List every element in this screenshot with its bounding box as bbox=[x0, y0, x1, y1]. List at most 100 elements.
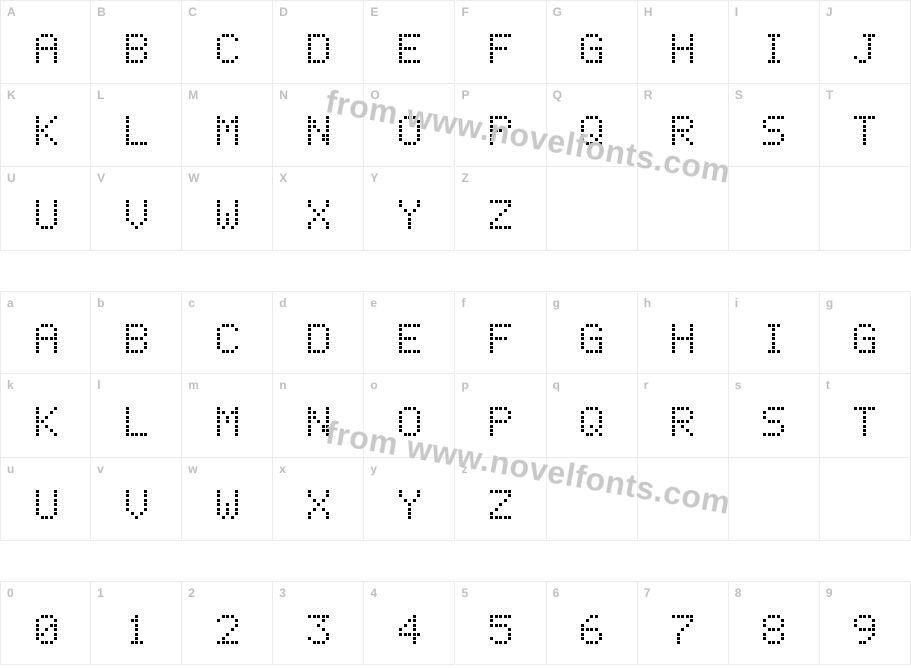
cell-key-label: F bbox=[462, 5, 469, 19]
cell-key-label: c bbox=[188, 296, 195, 310]
cell-key-label: i bbox=[735, 296, 738, 310]
cell-key-label: g bbox=[826, 296, 833, 310]
cell-key-label: l bbox=[97, 378, 100, 392]
glyph-cell-H: H bbox=[638, 0, 729, 84]
glyph-cell-4: 4 bbox=[364, 581, 455, 665]
cell-key-label: H bbox=[644, 5, 653, 19]
cell-key-label: g bbox=[553, 296, 560, 310]
cell-key-label: A bbox=[7, 5, 16, 19]
cell-key-label: a bbox=[7, 296, 14, 310]
cell-key-label: x bbox=[279, 462, 286, 476]
glyph-W bbox=[208, 195, 248, 235]
glyph-cell-M: m bbox=[182, 374, 273, 458]
cell-key-label: m bbox=[188, 378, 199, 392]
glyph-cell-empty bbox=[820, 458, 911, 542]
glyph-4 bbox=[390, 610, 430, 650]
glyph-cell-0: 0 bbox=[0, 581, 91, 665]
glyph-0 bbox=[27, 610, 67, 650]
cell-key-label: 5 bbox=[462, 586, 469, 600]
cell-key-label: y bbox=[370, 462, 377, 476]
glyph-K bbox=[27, 111, 67, 151]
glyph-X bbox=[299, 485, 339, 525]
cell-key-label: o bbox=[370, 378, 377, 392]
glyph-G bbox=[572, 319, 612, 359]
glyph-9 bbox=[845, 610, 885, 650]
glyph-cell-R: r bbox=[638, 374, 729, 458]
cell-key-label: 3 bbox=[279, 586, 286, 600]
glyph-cell-E: e bbox=[364, 291, 455, 375]
glyph-Q bbox=[572, 402, 612, 442]
glyph-T bbox=[845, 111, 885, 151]
glyph-P bbox=[481, 111, 521, 151]
glyph-2 bbox=[208, 610, 248, 650]
glyph-A bbox=[27, 29, 67, 69]
glyph-cell-P: P bbox=[456, 84, 547, 168]
glyph-cell-C: c bbox=[182, 291, 273, 375]
glyph-cell-6: 6 bbox=[547, 581, 638, 665]
cell-key-label: J bbox=[826, 5, 833, 19]
glyph-C bbox=[208, 29, 248, 69]
cell-key-label: 6 bbox=[553, 586, 560, 600]
glyph-cell-empty bbox=[638, 167, 729, 251]
glyph-cell-C: C bbox=[182, 0, 273, 84]
glyph-L bbox=[117, 111, 157, 151]
glyph-cell-3: 3 bbox=[273, 581, 364, 665]
glyph-cell-S: S bbox=[729, 84, 820, 168]
glyph-cell-empty bbox=[547, 167, 638, 251]
glyph-cell-S: s bbox=[729, 374, 820, 458]
glyph-cell-U: u bbox=[0, 458, 91, 542]
glyph-cell-E: E bbox=[364, 0, 455, 84]
glyph-cell-L: L bbox=[91, 84, 182, 168]
cell-key-label: I bbox=[735, 5, 738, 19]
glyph-3 bbox=[299, 610, 339, 650]
glyph-8 bbox=[754, 610, 794, 650]
cell-key-label: G bbox=[553, 5, 562, 19]
glyph-cell-G: G bbox=[547, 0, 638, 84]
glyph-Z bbox=[481, 485, 521, 525]
glyph-cell-D: D bbox=[273, 0, 364, 84]
glyph-cell-L: l bbox=[91, 374, 182, 458]
glyph-C bbox=[208, 319, 248, 359]
cell-key-label: N bbox=[279, 88, 288, 102]
glyph-7 bbox=[663, 610, 703, 650]
glyph-N bbox=[299, 111, 339, 151]
cell-key-label: b bbox=[97, 296, 104, 310]
glyph-K bbox=[27, 402, 67, 442]
glyph-cell-Z: z bbox=[456, 458, 547, 542]
glyph-D bbox=[299, 319, 339, 359]
glyph-W bbox=[208, 485, 248, 525]
cell-key-label: 8 bbox=[735, 586, 742, 600]
glyph-cell-empty bbox=[547, 458, 638, 542]
cell-key-label: U bbox=[7, 171, 16, 185]
cell-key-label: f bbox=[462, 296, 466, 310]
cell-key-label: S bbox=[735, 88, 743, 102]
glyph-cell-Z: Z bbox=[456, 167, 547, 251]
glyph-cell-Y: Y bbox=[364, 167, 455, 251]
cell-key-label: O bbox=[370, 88, 379, 102]
cell-key-label: d bbox=[279, 296, 286, 310]
glyph-cell-N: n bbox=[273, 374, 364, 458]
glyph-cell-G: g bbox=[547, 291, 638, 375]
glyph-cell-W: W bbox=[182, 167, 273, 251]
glyph-F bbox=[481, 29, 521, 69]
glyph-cell-J: J bbox=[820, 0, 911, 84]
glyph-cell-T: T bbox=[820, 84, 911, 168]
glyph-cell-N: N bbox=[273, 84, 364, 168]
glyph-cell-W: w bbox=[182, 458, 273, 542]
cell-key-label: E bbox=[370, 5, 378, 19]
glyph-cell-Y: y bbox=[364, 458, 455, 542]
glyph-B bbox=[117, 29, 157, 69]
glyph-E bbox=[390, 29, 430, 69]
glyph-cell-K: K bbox=[0, 84, 91, 168]
glyph-cell-A: a bbox=[0, 291, 91, 375]
cell-key-label: L bbox=[97, 88, 104, 102]
glyph-cell-Q: Q bbox=[547, 84, 638, 168]
glyph-cell-O: O bbox=[364, 84, 455, 168]
glyph-I bbox=[754, 319, 794, 359]
glyph-cell-2: 2 bbox=[182, 581, 273, 665]
glyph-cell-Q: q bbox=[547, 374, 638, 458]
cell-key-label: Z bbox=[462, 171, 469, 185]
glyph-cell-V: v bbox=[91, 458, 182, 542]
cell-key-label: K bbox=[7, 88, 16, 102]
glyph-cell-1: 1 bbox=[91, 581, 182, 665]
